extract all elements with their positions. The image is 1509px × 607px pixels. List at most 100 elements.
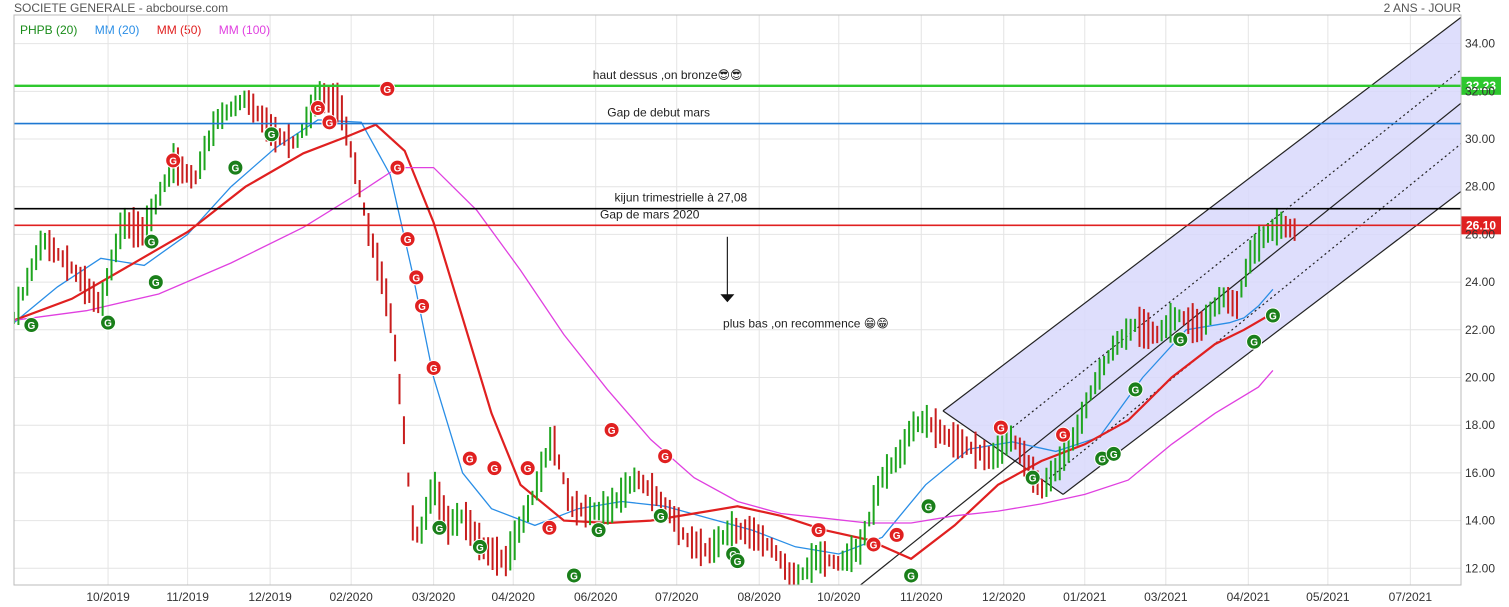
channel-mid-line: [860, 102, 1461, 585]
y-tick-label: 30.00: [1465, 132, 1495, 146]
signal-marker-label: G: [232, 164, 240, 175]
signal-marker-label: G: [734, 557, 742, 568]
signal-marker: [541, 519, 558, 536]
y-tick-label: 20.00: [1465, 371, 1495, 385]
signal-marker: [431, 519, 448, 536]
signal-marker-label: G: [152, 278, 160, 289]
x-tick-label: 02/2020: [329, 590, 373, 604]
signal-marker: [903, 567, 920, 584]
signal-marker: [888, 526, 905, 543]
legend-item-mm100[interactable]: MM (100): [218, 23, 271, 37]
x-tick-label: 11/2020: [900, 590, 943, 604]
signal-marker-label: G: [661, 452, 669, 463]
signal-marker-label: G: [314, 104, 322, 115]
signal-marker: [379, 80, 396, 97]
signal-marker-label: G: [1059, 431, 1067, 442]
signal-marker-label: G: [104, 319, 112, 330]
value-badge: [1461, 216, 1501, 235]
legend-item-phpb[interactable]: PHPB (20): [20, 23, 78, 37]
period-label[interactable]: 2 ANS - JOUR: [1383, 1, 1461, 15]
signal-marker: [810, 522, 827, 539]
legend-item-mm50[interactable]: MM (50): [156, 23, 202, 37]
y-tick-label: 18.00: [1465, 418, 1495, 432]
y-tick-label: 12.00: [1465, 561, 1495, 575]
horizontal-levels: haut dessus ,on bronze😎😎 32.23 Gap de debu…: [14, 68, 1501, 235]
x-tick-label: 12/2019: [248, 590, 292, 604]
signal-marker-label: G: [418, 302, 426, 313]
signal-marker-label: G: [169, 156, 177, 167]
level-label: Gap de debut mars: [607, 106, 710, 120]
x-tick-label: 10/2019: [86, 590, 130, 604]
signal-marker-label: G: [466, 455, 474, 466]
signal-marker-label: G: [907, 571, 915, 582]
grid: [14, 15, 1461, 585]
y-tick-label: 14.00: [1465, 514, 1495, 528]
signal-marker-label: G: [870, 540, 878, 551]
signal-marker: [425, 359, 442, 376]
signal-marker-label: G: [595, 526, 603, 537]
signal-marker-label: G: [815, 526, 823, 537]
signal-marker: [165, 152, 182, 169]
value-badge-text: 32.23: [1466, 79, 1496, 93]
x-tick-label: 12/2020: [982, 590, 1026, 604]
signal-marker: [321, 114, 338, 131]
signal-marker: [729, 553, 746, 570]
channel-dotted-line: [1040, 143, 1461, 486]
signal-marker: [263, 126, 280, 143]
signal-marker: [1105, 445, 1122, 462]
y-tick-label: 28.00: [1465, 180, 1495, 194]
signal-marker: [519, 460, 536, 477]
x-tick-label: 11/2019: [166, 590, 209, 604]
signal-marker-label: G: [1250, 338, 1258, 349]
level-label: Gap de mars 2020: [600, 207, 700, 221]
signal-marker: [23, 317, 40, 334]
level-label: haut dessus ,on bronze😎😎: [593, 68, 743, 82]
signal-marker: [1264, 307, 1281, 324]
signal-marker: [565, 567, 582, 584]
signal-marker: [486, 460, 503, 477]
ma-line: [14, 123, 1274, 561]
regression-channel: [860, 16, 1461, 585]
x-tick-label: 08/2020: [738, 590, 782, 604]
signal-marker-label: G: [1132, 385, 1140, 396]
signal-marker: [414, 297, 431, 314]
signal-marker: [399, 231, 416, 248]
signal-marker: [1127, 381, 1144, 398]
signal-marker: [652, 507, 669, 524]
signal-marker-label: G: [148, 238, 156, 249]
x-tick-label: 04/2020: [492, 590, 536, 604]
y-tick-label: 32.00: [1465, 84, 1495, 98]
signal-marker: [147, 274, 164, 291]
signal-marker: [920, 498, 937, 515]
signal-marker: [227, 159, 244, 176]
x-tick-label: 03/2020: [412, 590, 456, 604]
plot-border: [13, 14, 1462, 586]
signal-marker: [865, 536, 882, 553]
signal-marker-label: G: [383, 85, 391, 96]
signal-marker-label: G: [268, 130, 276, 141]
axes: 12.00 14.00 16.00 18.00 20.00 22.00 24.00 26.00…: [13, 14, 1495, 604]
x-tick-label: 01/2021: [1063, 590, 1107, 604]
signal-marker: [408, 269, 425, 286]
x-tick-label: 07/2020: [655, 590, 699, 604]
channel-upper-line: [942, 16, 1461, 412]
y-tick-label: 24.00: [1465, 275, 1495, 289]
signal-marker-label: G: [657, 512, 665, 523]
signal-marker-label: G: [412, 273, 420, 284]
signal-marker: [603, 421, 620, 438]
chart-title: SOCIETE GENERALE - abcbourse.com: [14, 1, 229, 15]
signal-marker: [1172, 331, 1189, 348]
signal-marker-label: G: [476, 543, 484, 554]
signal-marker-label: G: [27, 321, 35, 332]
signal-marker: [100, 314, 117, 331]
annotation-text: plus bas ,on recommence 😁😁: [723, 316, 889, 330]
x-tick-label: 05/2021: [1306, 590, 1350, 604]
legend-item-mm20[interactable]: MM (20): [94, 23, 140, 37]
signal-marker-label: G: [570, 571, 578, 582]
signal-marker: [657, 448, 674, 465]
signal-marker-label: G: [436, 524, 444, 535]
signal-marker-label: G: [608, 426, 616, 437]
signal-marker-label: G: [545, 524, 553, 535]
